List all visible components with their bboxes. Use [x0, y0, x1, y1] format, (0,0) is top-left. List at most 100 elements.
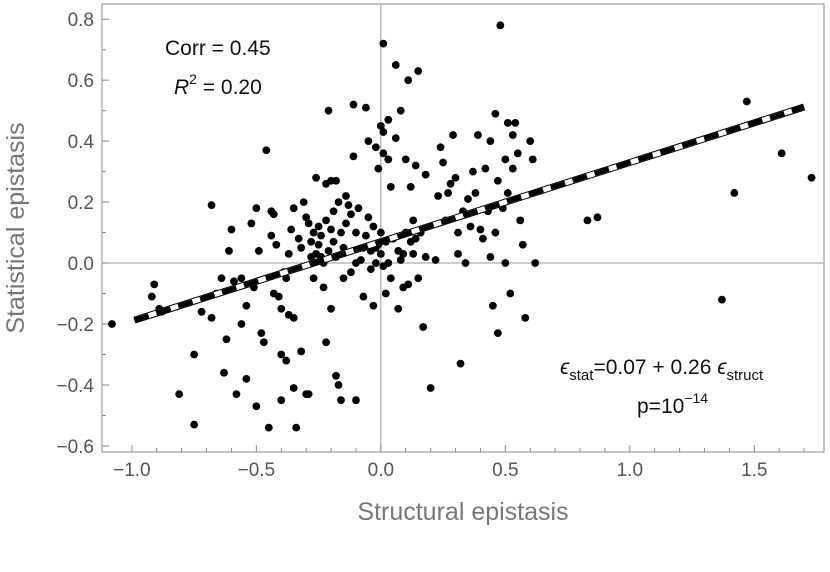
data-point [369, 301, 378, 310]
data-point [511, 118, 520, 127]
data-point [454, 228, 462, 237]
data-point [332, 176, 340, 185]
y-tick-label: 0.0 [68, 254, 94, 275]
eq-epsilon-stat: ϵ [560, 356, 570, 379]
data-point [406, 182, 415, 191]
data-point [284, 250, 293, 258]
data-point [531, 259, 540, 267]
data-point [242, 374, 251, 383]
data-point [376, 228, 385, 237]
data-point [471, 189, 480, 197]
data-point [399, 250, 408, 258]
data-point [404, 280, 413, 289]
data-point [414, 274, 423, 283]
data-point [384, 155, 393, 164]
data-point [364, 213, 373, 222]
data-point [421, 170, 430, 179]
data-point [481, 164, 490, 173]
p-value-annotation: p=10−14 [637, 390, 708, 418]
data-point [277, 350, 286, 359]
data-point [508, 164, 517, 173]
data-point [207, 314, 216, 322]
data-point [220, 368, 228, 377]
data-point [342, 192, 350, 200]
data-point [381, 289, 390, 298]
y-axis-title: Statistical epistasis [2, 122, 30, 333]
data-point [488, 301, 497, 310]
x-tick-label: −1.0 [113, 460, 151, 481]
regression-line [133, 103, 806, 324]
data-point [518, 240, 527, 249]
data-point [247, 219, 256, 228]
data-point [439, 158, 447, 167]
fit-equation: ϵstat=0.07 + 0.26 ϵstruct [560, 356, 764, 384]
data-point [503, 118, 512, 127]
data-point [384, 115, 393, 124]
data-point [354, 204, 363, 213]
data-point [312, 173, 321, 182]
data-point [307, 237, 316, 246]
data-point [496, 21, 505, 30]
data-point [386, 182, 395, 191]
data-point [364, 137, 373, 146]
data-point [476, 225, 485, 234]
data-point [469, 167, 477, 176]
y-tick-label: −0.2 [56, 315, 94, 336]
p-exponent: −14 [684, 390, 708, 406]
data-point [431, 256, 440, 264]
data-point [379, 149, 388, 158]
data-point [426, 384, 435, 392]
data-point [277, 396, 286, 405]
data-point [314, 240, 323, 249]
data-point [272, 240, 281, 249]
data-point [362, 231, 370, 240]
data-point [294, 234, 303, 243]
data-point [456, 359, 465, 368]
data-point [506, 289, 515, 298]
data-point [528, 155, 537, 164]
data-point [289, 204, 298, 213]
data-point [386, 274, 395, 283]
data-point [274, 292, 283, 301]
data-point [309, 274, 318, 283]
data-point [479, 234, 487, 243]
data-point [409, 216, 418, 225]
data-point [334, 381, 343, 389]
data-point [322, 338, 330, 347]
data-point [461, 259, 470, 267]
p-base: p=10 [637, 395, 684, 418]
data-point [222, 335, 231, 344]
data-point [150, 280, 159, 289]
data-point [730, 189, 739, 197]
data-point [359, 292, 368, 301]
data-point [257, 329, 266, 338]
data-point [329, 237, 338, 246]
x-tick-label: 1.5 [741, 460, 767, 481]
data-point [379, 128, 388, 136]
data-point [583, 216, 592, 225]
data-point [593, 213, 602, 222]
r2-base: R [174, 76, 189, 99]
data-point [526, 137, 535, 146]
data-point [446, 179, 455, 188]
data-point [252, 402, 261, 411]
data-point [289, 384, 298, 392]
data-point [503, 189, 512, 197]
data-point [369, 222, 378, 231]
data-point [349, 100, 358, 109]
data-point [254, 246, 263, 255]
data-point [491, 228, 500, 237]
data-point [282, 356, 291, 365]
x-tick-label: 0.5 [492, 460, 518, 481]
data-point [396, 106, 405, 115]
data-point [521, 314, 530, 322]
data-point [317, 231, 325, 240]
data-point [297, 243, 306, 252]
data-point [421, 253, 430, 261]
data-point [259, 338, 268, 347]
data-point [807, 173, 816, 182]
data-point [374, 164, 383, 173]
data-point [501, 259, 510, 267]
data-point [391, 61, 400, 69]
x-tick-label: −0.5 [238, 460, 276, 481]
